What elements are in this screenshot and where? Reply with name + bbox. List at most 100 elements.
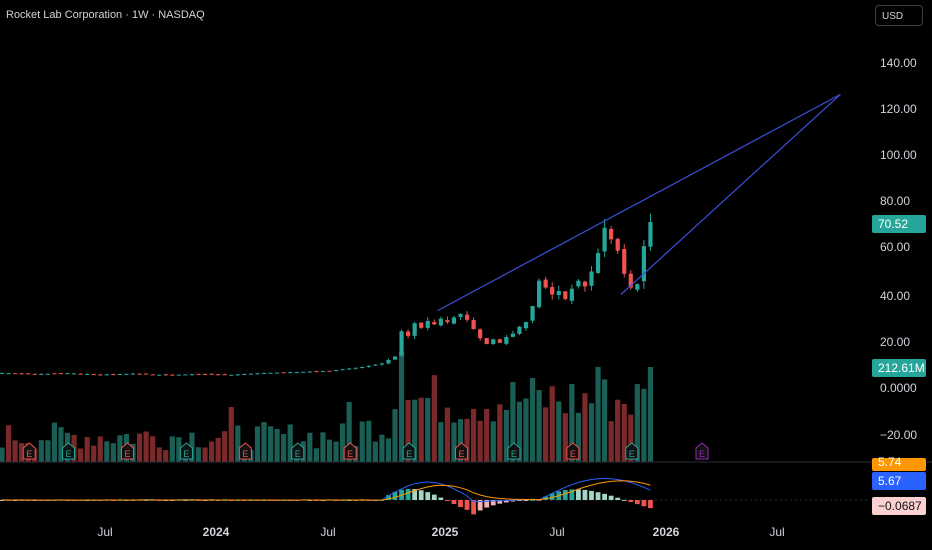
macd-histogram-bar <box>497 500 503 504</box>
earnings-marker[interactable]: E <box>343 442 357 460</box>
earnings-marker[interactable]: E <box>566 442 580 460</box>
candle-body <box>65 373 70 375</box>
earnings-marker[interactable]: E <box>507 442 521 460</box>
volume-bar <box>320 432 326 462</box>
candle-body <box>333 370 339 372</box>
currency-button[interactable]: USD <box>875 5 923 26</box>
time-axis-label: 2025 <box>432 525 459 539</box>
earnings-marker-upcoming[interactable]: E <box>695 442 709 460</box>
volume-bar <box>549 386 555 462</box>
trendline-upper[interactable] <box>437 93 841 312</box>
price-axis-tick: 120.00 <box>880 102 917 116</box>
candle-body <box>530 306 535 321</box>
candle-body <box>399 331 404 356</box>
macd-histogram-bar <box>392 491 398 500</box>
macd-histogram-bar <box>386 495 391 500</box>
time-axis[interactable]: Jul 2024 Jul 2025 Jul 2026 Jul <box>97 525 784 539</box>
volume-bar <box>150 436 156 462</box>
volume-bar <box>195 447 202 462</box>
candle-body <box>635 284 640 290</box>
last-price-badge: 70.52 <box>872 215 926 233</box>
volume-bar <box>281 434 287 462</box>
price-axis-tick: 100.00 <box>880 148 917 162</box>
volume-bar <box>647 367 654 462</box>
volume-bar <box>267 426 274 462</box>
earnings-marker[interactable]: E <box>62 442 75 460</box>
earnings-label: E <box>458 449 464 459</box>
candle-body <box>445 320 450 323</box>
earnings-marker[interactable]: E <box>179 442 193 460</box>
time-axis-label: Jul <box>97 525 112 539</box>
candle-body <box>595 253 601 273</box>
candle-body <box>327 370 332 372</box>
candle-body <box>537 280 542 308</box>
candle-body <box>602 227 607 252</box>
volume-bar <box>156 447 162 462</box>
candle-body <box>615 238 620 251</box>
price-axis-tick: 20.00 <box>880 335 910 349</box>
volume-bar <box>602 379 608 462</box>
volume-bar <box>235 425 241 462</box>
price-candles <box>0 213 653 376</box>
time-axis-label: Jul <box>549 525 564 539</box>
earnings-marker[interactable]: E <box>402 442 416 460</box>
macd-histogram-bar <box>458 500 463 508</box>
candle-body <box>412 323 417 336</box>
volume-bar <box>556 401 562 462</box>
earnings-marker[interactable]: E <box>625 442 639 460</box>
price-axis[interactable]: 140.00 120.00 100.00 80.00 60.00 40.00 20.00 0.… <box>880 56 917 442</box>
candle-body <box>641 246 646 282</box>
trendline-lower[interactable] <box>620 93 841 295</box>
volume-bar <box>209 441 215 462</box>
earnings-marker[interactable]: E <box>238 442 252 460</box>
earnings-marker[interactable]: E <box>455 442 468 460</box>
volume-bar <box>431 375 437 462</box>
earnings-label: E <box>65 449 71 459</box>
trendlines[interactable] <box>437 93 841 312</box>
symbol-title[interactable]: Rocket Lab Corporation · 1W · NASDAQ <box>6 9 205 21</box>
candle-body <box>458 314 463 317</box>
volume-bar <box>444 407 450 462</box>
candle-body <box>340 369 345 371</box>
volume-bar <box>19 443 25 462</box>
volume-bar <box>366 420 372 462</box>
candle-body <box>242 374 247 376</box>
volume-bar <box>169 436 175 462</box>
volume-bar <box>0 447 5 462</box>
candle-body <box>307 371 312 373</box>
candle-body <box>281 372 286 374</box>
candle-body <box>366 365 371 367</box>
candle-body <box>288 372 293 374</box>
earnings-marker[interactable]: E <box>22 442 36 460</box>
volume-bar <box>484 408 490 462</box>
earnings-label: E <box>242 449 248 459</box>
volume-bar <box>333 441 339 462</box>
volume-bar <box>398 352 405 462</box>
volume-bar <box>78 448 84 462</box>
candle-body <box>104 374 109 376</box>
candle-body <box>406 331 411 336</box>
earnings-marker[interactable]: E <box>291 442 305 460</box>
candle-body <box>392 356 398 360</box>
macd-histogram-bar <box>543 496 549 500</box>
macd-histogram-bar <box>445 500 450 501</box>
candle-body <box>202 374 208 376</box>
volume-bar <box>595 367 601 462</box>
volume-bar <box>536 390 542 462</box>
candle-body <box>622 248 627 274</box>
candle-body <box>510 333 515 337</box>
candle-body <box>45 373 50 375</box>
candle-body <box>386 360 391 364</box>
earnings-marker[interactable]: E <box>120 442 134 460</box>
earnings-label: E <box>511 449 517 459</box>
macd-histogram-bar <box>477 500 483 511</box>
volume-bar <box>222 431 228 462</box>
macd-histogram-bar <box>595 492 601 500</box>
earnings-label: E <box>183 449 189 459</box>
volume-bar <box>438 422 444 462</box>
candle-body <box>163 374 168 376</box>
price-axis-tick: 0.0000 <box>880 381 917 395</box>
macd-histogram-bar <box>549 493 555 500</box>
